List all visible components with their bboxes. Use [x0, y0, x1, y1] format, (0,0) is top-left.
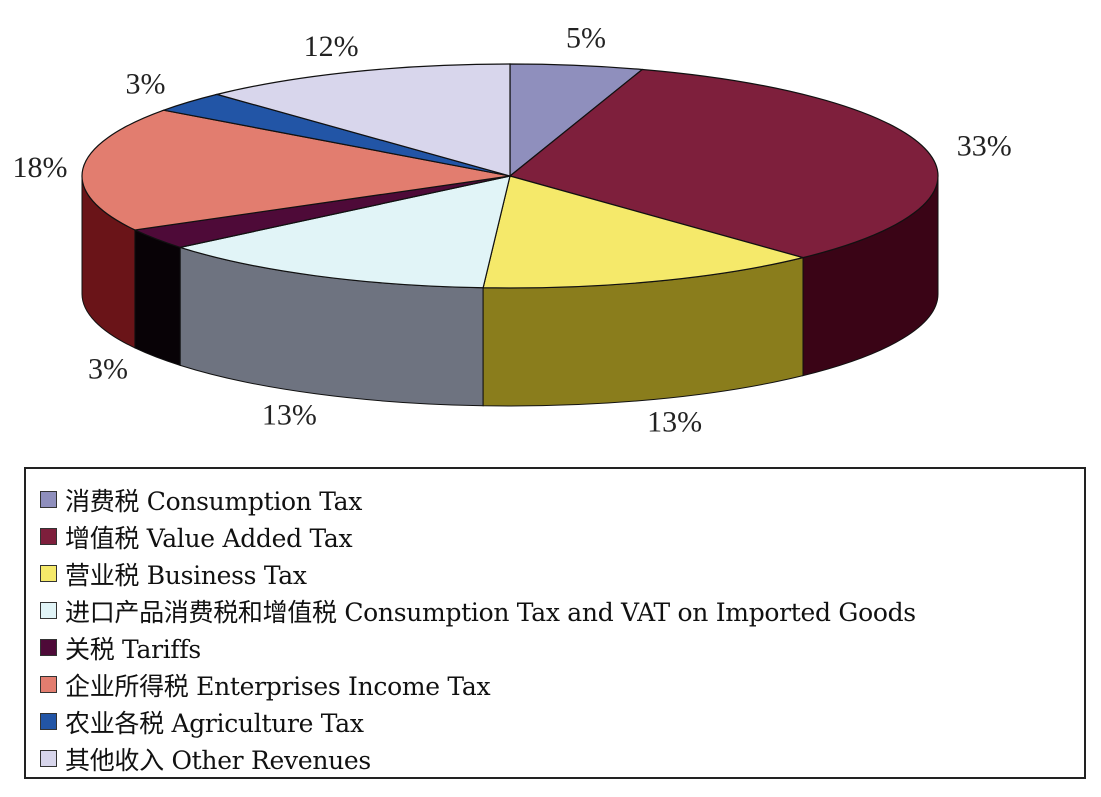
pie-label-6: 3% — [125, 67, 165, 100]
legend-label: 企业所得税 Enterprises Income Tax — [65, 671, 491, 701]
pie-label-0: 5% — [566, 22, 606, 55]
pie-label-4: 3% — [88, 353, 128, 386]
legend-item-3: 进口产品消费税和增值税 Consumption Tax and VAT on I… — [40, 592, 1084, 629]
legend-label: 其他收入 Other Revenues — [65, 745, 371, 775]
legend-swatch — [40, 639, 57, 656]
legend-label: 增值税 Value Added Tax — [65, 523, 353, 553]
legend-swatch — [40, 713, 57, 730]
legend-swatch — [40, 602, 57, 619]
legend-item-4: 关税 Tariffs — [40, 629, 1084, 666]
legend-item-6: 农业各税 Agriculture Tax — [40, 703, 1084, 740]
legend-item-7: 其他收入 Other Revenues — [40, 740, 1084, 777]
pie-chart: 5% 33% 13% 13% 3% 18% 3% 12% — [13, 22, 1012, 439]
pie-slice-3 — [177, 175, 511, 289]
pie-slice-5 — [81, 109, 511, 231]
pie-slice-7 — [214, 63, 511, 177]
legend-label: 关税 Tariffs — [65, 634, 201, 664]
legend-swatch — [40, 565, 57, 582]
pie-side-walls — [81, 175, 939, 407]
pie-label-7: 12% — [304, 30, 359, 63]
pie-label-1: 33% — [957, 129, 1012, 162]
pie-slice-2 — [482, 175, 806, 289]
legend-swatch — [40, 528, 57, 545]
pie-label-2: 13% — [647, 406, 702, 439]
legend-item-2: 营业税 Business Tax — [40, 555, 1084, 592]
legend-swatch — [40, 750, 57, 767]
legend-swatch — [40, 676, 57, 693]
pie-slice-1 — [508, 68, 939, 259]
pie-top-surface — [81, 63, 939, 289]
legend-swatch — [40, 491, 57, 508]
legend-label: 农业各税 Agriculture Tax — [65, 708, 364, 738]
legend-label: 消费税 Consumption Tax — [65, 486, 363, 516]
legend: 消费税 Consumption Tax 增值税 Value Added Tax 营业… — [24, 467, 1086, 779]
pie-label-3: 13% — [262, 399, 317, 432]
legend-label: 进口产品消费税和增值税 Consumption Tax and VAT on I… — [65, 597, 916, 627]
pie-side-4 — [134, 229, 181, 367]
legend-item-0: 消费税 Consumption Tax — [40, 481, 1084, 518]
pie-percentage-labels: 5% 33% 13% 13% 3% 18% 3% 12% — [13, 22, 1012, 439]
legend-label: 营业税 Business Tax — [65, 560, 307, 590]
legend-item-1: 增值税 Value Added Tax — [40, 518, 1084, 555]
legend-item-5: 企业所得税 Enterprises Income Tax — [40, 666, 1084, 703]
pie-label-5: 18% — [13, 151, 68, 184]
